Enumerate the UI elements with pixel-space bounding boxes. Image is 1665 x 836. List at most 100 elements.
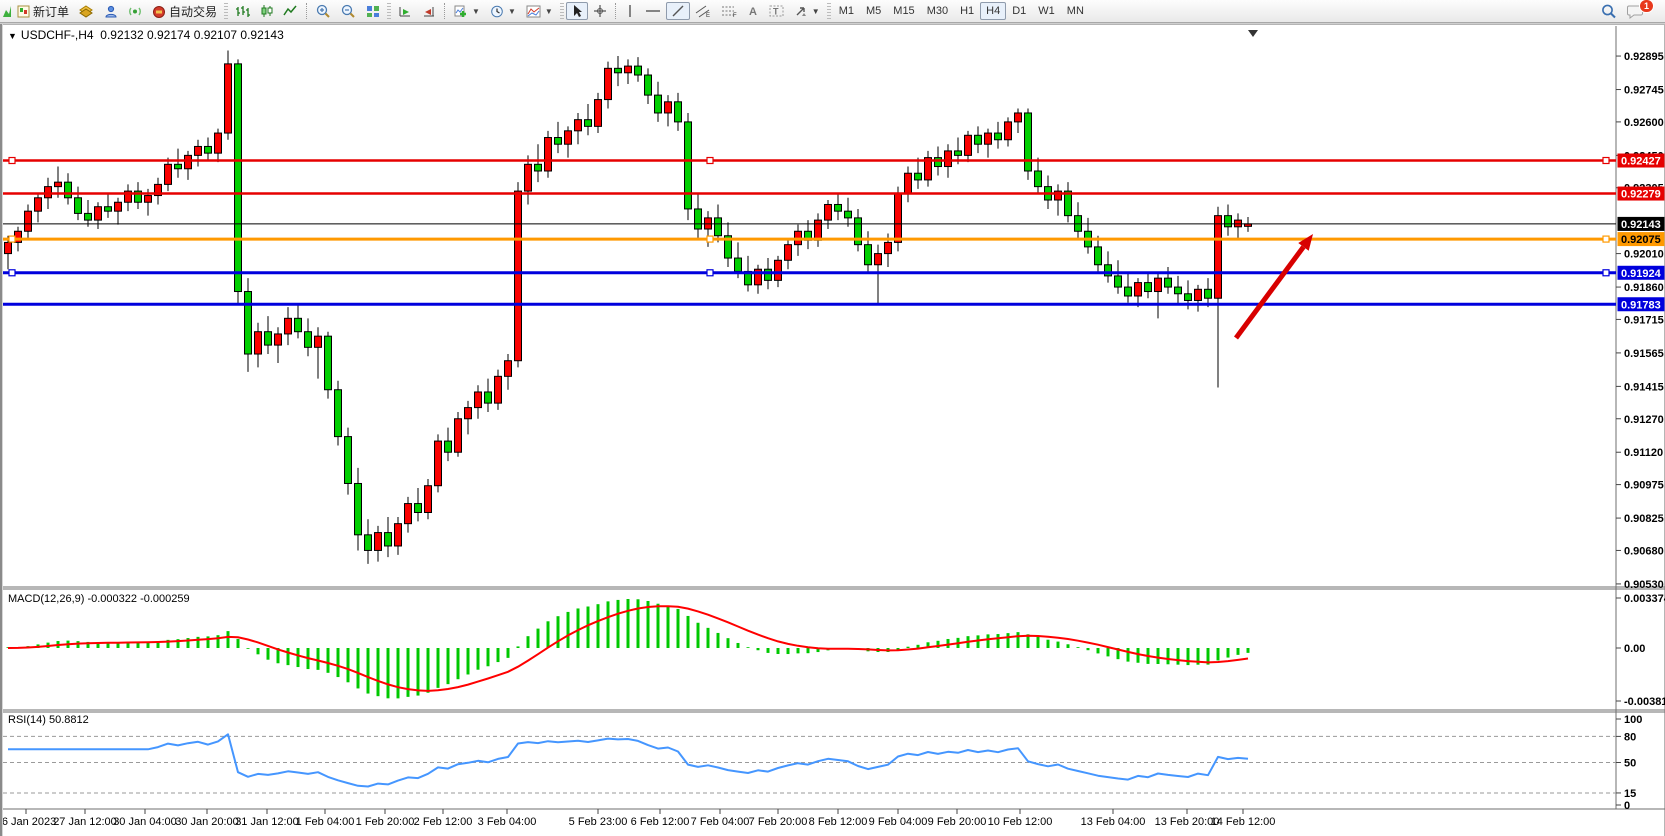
macd-bar [96,641,100,648]
timeframe-m30[interactable]: M30 [926,5,949,17]
candle-body [44,186,52,199]
autoscroll-button[interactable] [393,2,417,20]
buy-signal-arrow[interactable] [1233,245,1306,340]
line-anchor-handle[interactable] [8,235,16,243]
text-tool[interactable]: A [742,2,764,20]
line-anchor-handle[interactable] [8,269,16,277]
candle-body [964,134,972,156]
macd-bar [396,648,400,699]
line-anchor-handle[interactable] [706,269,714,277]
signals-button[interactable] [123,2,147,20]
period-icon [491,5,503,17]
new-chart-button[interactable]: ▼ [449,2,485,20]
macd-bar [366,648,370,694]
line-anchor-handle[interactable] [706,235,714,243]
time-tick-label: 7 Feb 20:00 [749,816,808,828]
macd-bar [456,648,460,680]
macd-bar [546,621,550,648]
line-anchor-handle[interactable] [8,156,16,165]
chat-button[interactable]: 1 [1622,0,1654,20]
candle-body [894,192,902,243]
rsi-line [8,733,1249,788]
candle-body [294,317,302,333]
fibonacci-tool[interactable]: F [716,2,742,20]
price-chart[interactable]: 0.928950.927450.926000.924500.923050.920… [0,24,1665,836]
line-anchor-handle[interactable] [706,156,714,165]
time-tick-label: 6 Feb 12:00 [631,816,690,828]
candle-body [594,99,602,127]
period-button[interactable]: ▼ [485,2,521,20]
trendline-icon [672,5,684,17]
toolbar-grip [826,3,831,19]
time-tick-label: 14 Feb 12:00 [1211,816,1276,828]
chart-shift-button[interactable] [417,2,441,20]
candle-body [1104,264,1112,277]
svg-text:E: E [706,13,710,18]
label-tool[interactable]: T [764,2,789,20]
timeframe-h4[interactable]: H4 [980,2,1007,20]
candlestick-button[interactable] [255,2,278,20]
candle-body [534,163,542,172]
macd-bar [626,599,630,648]
line-anchor-handle[interactable] [1602,156,1610,165]
timeframe-mn[interactable]: MN [1066,5,1084,17]
line-anchor-handle[interactable] [1602,269,1610,277]
bar-chart-button[interactable] [230,2,255,20]
time-tick-label: 7 Feb 04:00 [691,816,750,828]
timeframe-m15[interactable]: M15 [893,5,915,17]
time-tick-label: 30 Jan 04:00 [113,816,177,828]
channel-tool[interactable]: E [690,2,716,20]
candle-body [584,119,592,127]
template-button[interactable]: ▼ [521,2,558,20]
price-marker-bg [1617,186,1665,201]
macd-bar [1056,641,1060,648]
candle-body [1174,286,1182,295]
macd-bar [796,648,800,654]
candle-body [604,67,612,101]
crosshair-tool-button[interactable] [588,2,612,20]
timeframe-m5[interactable]: M5 [866,5,882,17]
price-tick-label: 0.92600 [1624,117,1664,129]
candle-body [524,163,532,192]
macd-bar [226,631,230,648]
new-order-button[interactable]: 新订单 [12,2,74,20]
line-chart-button[interactable] [278,2,303,20]
macd-bar [1086,648,1090,651]
horizontal-line-tool[interactable] [640,2,666,20]
timeframe-d1[interactable]: D1 [1012,5,1027,17]
trendline-tool[interactable] [665,2,690,20]
price-tick-label: 0.91565 [1624,348,1664,360]
zoom-out-button[interactable] [336,2,361,20]
search-button[interactable] [1596,2,1622,20]
macd-bar [776,648,780,654]
candle-body [124,190,132,203]
shapes-tool[interactable]: ▼ [789,2,825,20]
rsi-axis-label: 100 [1624,714,1642,726]
chart-shift-marker[interactable] [1248,30,1258,37]
symbol-period-label: USDCHF-,H4 [20,28,94,42]
cursor-tool-button[interactable] [565,2,588,20]
timeframe-w1[interactable]: W1 [1038,5,1055,17]
tile-windows-button[interactable] [361,2,385,20]
price-marker-label: 0.92143 [1621,219,1661,231]
macd-bar [946,638,950,648]
line-anchor-handle[interactable] [1602,235,1610,243]
price-marker-label: 0.91783 [1621,299,1661,311]
buy-signal-arrowhead[interactable] [1298,234,1313,251]
zoom-in-button[interactable] [311,2,336,20]
macd-bar [1166,648,1170,665]
candle-body [1224,215,1232,228]
candle-body [164,163,172,185]
chart-title: ▼ USDCHF-,H4 0.92132 0.92174 0.92107 0.92… [8,28,284,42]
timeframe-h1[interactable]: H1 [960,5,975,17]
vertical-line-tool[interactable] [620,2,640,20]
window-menu-icon[interactable]: ▼ [8,31,17,41]
autotrade-button[interactable]: 自动交易 [147,2,222,20]
candle-body [74,197,82,214]
candle-body [464,407,472,420]
community-button[interactable] [99,2,123,20]
candle-body [634,65,642,76]
quotes-button[interactable] [74,2,99,20]
timeframe-m1[interactable]: M1 [838,5,854,17]
